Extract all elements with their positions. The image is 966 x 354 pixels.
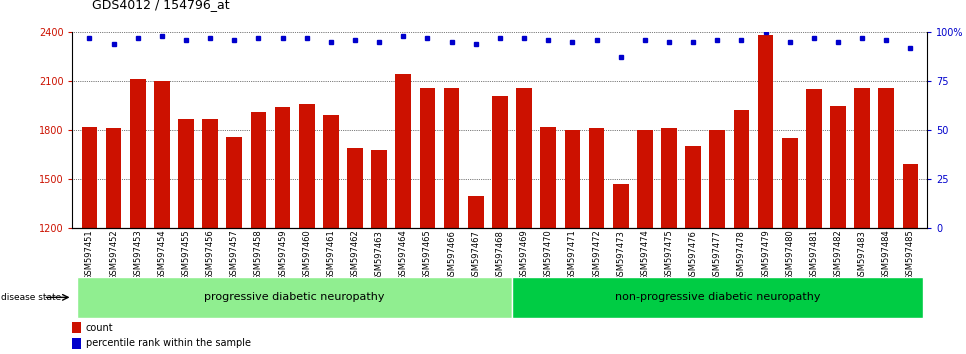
Bar bbox=[540, 127, 556, 354]
Text: GDS4012 / 154796_at: GDS4012 / 154796_at bbox=[92, 0, 229, 11]
Bar bbox=[72, 338, 81, 349]
Text: count: count bbox=[86, 322, 114, 332]
Bar bbox=[516, 87, 532, 354]
Bar bbox=[612, 184, 629, 354]
Bar bbox=[854, 87, 870, 354]
Bar bbox=[733, 110, 750, 354]
Bar bbox=[226, 137, 242, 354]
Bar bbox=[588, 129, 605, 354]
Bar bbox=[129, 79, 146, 354]
Bar bbox=[830, 105, 846, 354]
Bar bbox=[492, 96, 508, 354]
Text: percentile rank within the sample: percentile rank within the sample bbox=[86, 338, 251, 348]
Bar bbox=[347, 148, 363, 354]
Bar bbox=[661, 129, 677, 354]
Bar bbox=[419, 87, 436, 354]
Text: progressive diabetic neuropathy: progressive diabetic neuropathy bbox=[205, 292, 384, 302]
Bar bbox=[512, 277, 923, 318]
Bar bbox=[637, 130, 653, 354]
Bar bbox=[878, 87, 895, 354]
Bar bbox=[902, 165, 919, 354]
Bar bbox=[72, 322, 81, 333]
Bar bbox=[178, 119, 194, 354]
Bar bbox=[468, 195, 484, 354]
Bar bbox=[274, 107, 291, 354]
Bar bbox=[781, 138, 798, 354]
Bar bbox=[395, 74, 412, 354]
Bar bbox=[154, 81, 170, 354]
Bar bbox=[443, 87, 460, 354]
Bar bbox=[323, 115, 339, 354]
Bar bbox=[250, 112, 267, 354]
Bar bbox=[105, 129, 122, 354]
Bar bbox=[757, 35, 774, 354]
Bar bbox=[709, 130, 725, 354]
Bar bbox=[81, 127, 98, 354]
Bar bbox=[77, 277, 512, 318]
Text: non-progressive diabetic neuropathy: non-progressive diabetic neuropathy bbox=[614, 292, 820, 302]
Bar bbox=[371, 150, 387, 354]
Bar bbox=[685, 147, 701, 354]
Text: disease state: disease state bbox=[1, 293, 61, 302]
Bar bbox=[202, 119, 218, 354]
Bar bbox=[298, 104, 315, 354]
Bar bbox=[564, 130, 581, 354]
Bar bbox=[806, 89, 822, 354]
